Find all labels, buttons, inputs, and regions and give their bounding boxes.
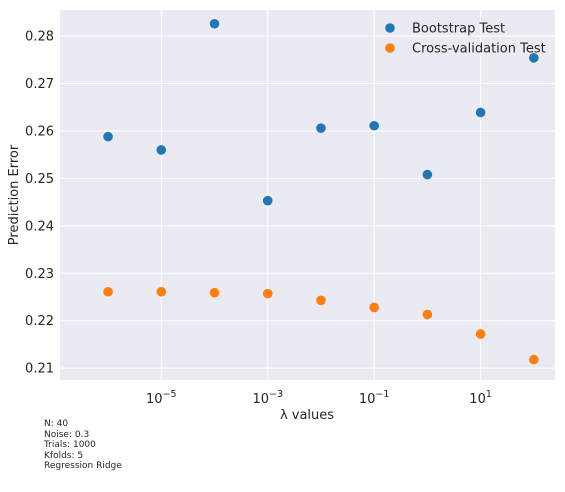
plot-area: [60, 10, 555, 380]
legend: Bootstrap Test Cross-validation Test: [385, 22, 546, 57]
x-tick-exponent: −5: [163, 389, 177, 400]
x-tick-exponent: −1: [375, 389, 389, 400]
x-tick-label: 10−5: [146, 389, 177, 407]
x-tick-label: 101: [469, 389, 492, 407]
x-tick-base: 10: [252, 392, 269, 407]
bootstrap-point: [529, 53, 539, 63]
x-tick-label: 10−3: [252, 389, 283, 407]
cv-point: [529, 354, 539, 365]
y-tick-label: 0.27: [25, 77, 54, 92]
bootstrap-point: [103, 131, 113, 142]
bootstrap-point: [422, 169, 433, 180]
bootstrap-point: [475, 107, 486, 118]
legend-label: Bootstrap Test: [412, 22, 505, 37]
x-tick-exponent: −3: [269, 389, 283, 400]
y-tick-label: 0.21: [25, 362, 54, 377]
bootstrap-point: [369, 120, 379, 131]
cv-point: [316, 295, 326, 306]
legend-label: Cross-validation Test: [412, 42, 546, 57]
footnote-line: N: 40: [44, 419, 69, 429]
y-tick-label: 0.26: [25, 124, 54, 139]
x-tick-base: 10: [469, 392, 486, 407]
x-tick-exponent: 1: [486, 389, 492, 400]
cv-point: [369, 302, 379, 313]
y-tick-label: 0.23: [25, 267, 54, 282]
cv-point: [422, 309, 433, 320]
cv-point: [156, 286, 167, 297]
y-tick-labels: 0.21 0.22 0.23 0.24 0.25 0.26 0.27 0.28: [25, 30, 54, 377]
bootstrap-point: [156, 145, 167, 155]
x-tick-label: 10−1: [359, 389, 390, 407]
legend-marker: [385, 23, 395, 33]
y-tick-label: 0.24: [25, 219, 54, 234]
footnote-line: Kfolds: 5: [44, 450, 84, 461]
y-tick-label: 0.25: [25, 172, 54, 187]
footnote-line: Noise: 0.3: [44, 429, 90, 440]
x-tick-base: 10: [146, 392, 163, 407]
footnote-line: Regression Ridge: [44, 461, 122, 472]
footnote: N: 40 Noise: 0.3 Trials: 1000 Kfolds: 5 …: [44, 419, 244, 472]
y-tick-label: 0.22: [25, 314, 54, 329]
cv-point: [103, 286, 113, 297]
grid: [60, 10, 555, 380]
cv-point: [262, 288, 273, 299]
data-points: [103, 18, 539, 365]
x-tick-base: 10: [359, 392, 376, 407]
legend-marker: [385, 43, 395, 53]
x-tick-labels: 10−5 10−3 10−1 101: [146, 389, 492, 407]
bootstrap-point: [262, 195, 273, 206]
cv-point: [209, 287, 220, 298]
footnote-line: Trials: 1000: [44, 440, 96, 451]
y-axis-label: Prediction Error: [7, 144, 22, 245]
x-axis-label: λ values: [280, 408, 334, 423]
y-tick-label: 0.28: [25, 30, 54, 45]
cv-point: [475, 329, 486, 339]
bootstrap-point: [209, 18, 220, 29]
bootstrap-point: [316, 123, 326, 133]
